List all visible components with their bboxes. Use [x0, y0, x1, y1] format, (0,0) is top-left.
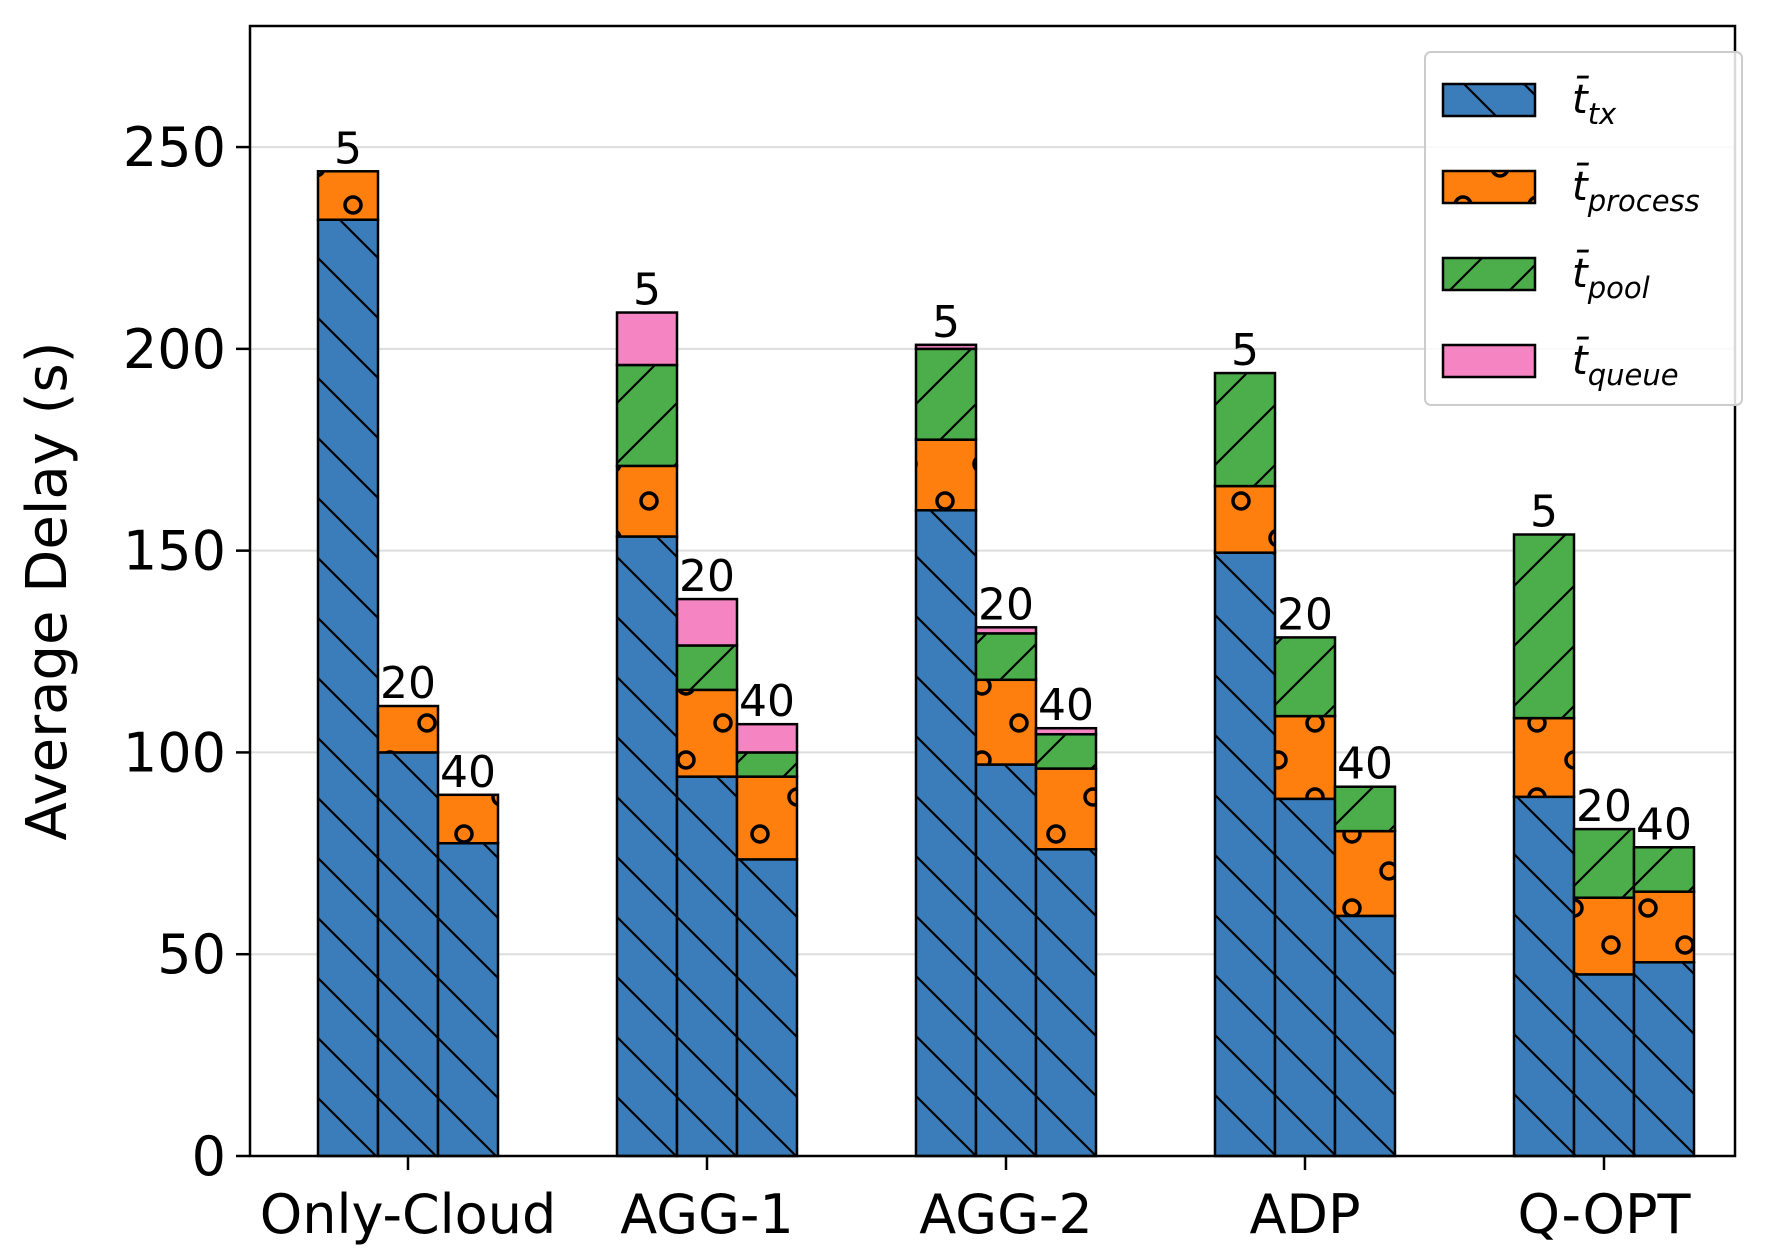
- bar-segment-pool-hatch: [615, 363, 679, 468]
- bar-segment-process-hatch: [974, 678, 1038, 766]
- bar-segment-tx-hatch: [1572, 973, 1636, 1158]
- bar-segment-queue-hatch: [914, 343, 978, 351]
- bar-segment-pool-hatch: [1333, 785, 1397, 833]
- bar-total-label: 40: [1038, 680, 1094, 731]
- y-tick-label: 200: [123, 318, 226, 381]
- bar-segment-process-hatch: [1512, 716, 1576, 799]
- bar-segment-tx-hatch: [316, 218, 380, 1158]
- bar-segment-tx-hatch: [615, 535, 679, 1158]
- plot-frame: [248, 24, 1737, 1158]
- bar-segment-pool-hatch: [1034, 733, 1098, 770]
- y-tick-label: 100: [123, 721, 226, 784]
- bar-segment-pool-hatch: [914, 347, 978, 441]
- legend-swatch-pool-hatch: [1441, 256, 1537, 292]
- x-axis: Only-Cloud AGG-1 AGG-2 ADP Q-OPT: [260, 1156, 1692, 1246]
- y-tick-label: 50: [157, 923, 226, 986]
- legend-frame: [1424, 51, 1743, 406]
- bar-segment-queue-hatch: [1034, 726, 1098, 736]
- bar-segment-process-hatch: [1572, 896, 1636, 976]
- bar-segment-pool-hatch: [1273, 636, 1337, 718]
- bar-segment-pool-hatch: [1512, 533, 1576, 720]
- bar-segment-queue-hatch: [974, 626, 1038, 635]
- bar-segment-queue-hatch: [615, 311, 679, 367]
- y-axis-title: Average Delay (s): [15, 341, 80, 840]
- bar-segment-queue-hatch: [675, 597, 739, 647]
- y-axis: 0 50 100 150 200 250: [123, 116, 250, 1188]
- bar-segment-process-hatch: [1034, 767, 1098, 851]
- legend-swatch-queue-hatch: [1441, 343, 1537, 379]
- x-tick-label: Q-OPT: [1517, 1183, 1691, 1246]
- bar-segment-tx-hatch: [974, 763, 1038, 1158]
- bar-segment-pool-hatch: [675, 644, 739, 692]
- y-tick-label: 0: [192, 1125, 226, 1188]
- bar-segment-pool-hatch: [974, 632, 1038, 682]
- bar-segment-process-hatch: [675, 688, 739, 778]
- bar-segment-tx-hatch: [1273, 797, 1337, 1158]
- bar-total-label: 5: [334, 123, 362, 174]
- bar-total-label: 20: [978, 579, 1034, 630]
- bar-total-label: 20: [679, 551, 735, 602]
- bar-segment-process-hatch: [615, 464, 679, 538]
- bar-total-label: 5: [1231, 325, 1259, 376]
- bar-total-label: 40: [1636, 799, 1692, 850]
- bar-segment-pool-hatch: [1213, 371, 1277, 488]
- bar-total-label: 40: [739, 676, 795, 727]
- bar-segment-tx-hatch: [914, 509, 978, 1158]
- bar-total-label: 20: [380, 658, 436, 709]
- bar-total-label: 5: [633, 265, 661, 316]
- bar-total-label: 20: [1277, 589, 1333, 640]
- bar-segment-process-hatch: [914, 438, 978, 512]
- bars: [316, 170, 1696, 1158]
- bar-total-label: 40: [440, 747, 496, 798]
- bar-segment-process-hatch: [1632, 890, 1696, 964]
- bar-segment-tx-hatch: [1333, 914, 1397, 1158]
- y-tick-label: 250: [123, 116, 226, 179]
- x-tick-label: AGG-1: [620, 1183, 794, 1246]
- bar-total-label: 5: [932, 297, 960, 348]
- bar-segment-tx-hatch: [1034, 848, 1098, 1158]
- bar-segment-process-hatch: [376, 704, 440, 754]
- x-tick-label: Only-Cloud: [260, 1183, 556, 1246]
- bar-segment-queue-hatch: [735, 722, 799, 754]
- bar-segment-tx-hatch: [735, 858, 799, 1158]
- bar-segment-process-hatch: [436, 793, 500, 845]
- bar-segment-process-hatch: [316, 170, 380, 221]
- bar-total-label: 40: [1337, 739, 1393, 790]
- bar-segment-tx-hatch: [436, 841, 500, 1158]
- y-tick-label: 150: [123, 520, 226, 583]
- bar-segment-process-hatch: [735, 775, 799, 861]
- x-tick-label: AGG-2: [919, 1183, 1093, 1246]
- bar-segment-process-hatch: [1213, 484, 1277, 554]
- bar-segment-pool-hatch: [735, 751, 799, 778]
- bar-segment-pool-hatch: [1572, 827, 1636, 899]
- legend-label-tx: t̄tx: [1572, 75, 1617, 131]
- bar-segment-tx-hatch: [1213, 551, 1277, 1158]
- bar-segment-tx-hatch: [1632, 961, 1696, 1158]
- x-tick-label: ADP: [1249, 1183, 1360, 1246]
- bar-total-label: 5: [1530, 487, 1558, 538]
- bar-segment-pool-hatch: [1632, 846, 1696, 893]
- bar-total-label: 20: [1576, 781, 1632, 832]
- bar-segment-tx-hatch: [675, 775, 739, 1158]
- bar-segment-process-hatch: [1273, 714, 1337, 801]
- bar-segment-tx-hatch: [376, 751, 440, 1158]
- legend-swatch-process-hatch: [1441, 169, 1537, 205]
- bar-segment-process-hatch: [1333, 829, 1397, 918]
- bar-segment-tx-hatch: [1512, 795, 1576, 1158]
- legend-swatch-tx-hatch: [1441, 82, 1537, 118]
